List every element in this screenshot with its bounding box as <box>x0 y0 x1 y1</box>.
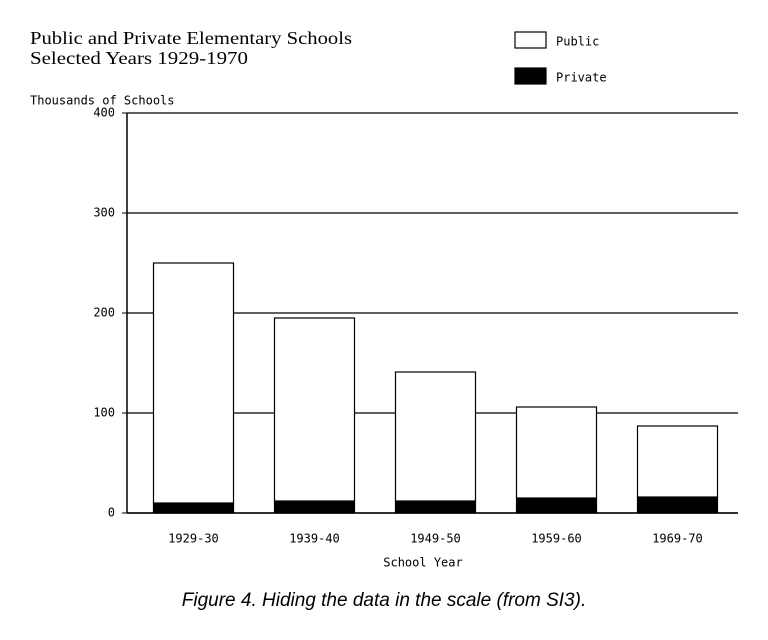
bar-segment <box>636 496 719 514</box>
bar-segment <box>515 497 598 514</box>
x-tick-label: 1949-50 <box>410 532 461 546</box>
x-tick-label: 1969-70 <box>652 532 703 546</box>
y-tick-label: 100 <box>93 406 115 420</box>
bar-segment <box>152 502 235 514</box>
caption: Figure 4. Hiding the data in the scale (… <box>182 590 586 611</box>
legend-swatch <box>514 31 547 49</box>
legend-label: Private <box>556 71 607 85</box>
chart-title: Public and Private Elementary Schools <box>30 28 352 48</box>
y-tick-label: 300 <box>93 206 115 220</box>
y-tick-label: 200 <box>93 306 115 320</box>
x-tick-label: 1959-60 <box>531 532 582 546</box>
x-axis-label: School Year <box>383 556 462 570</box>
y-axis-label: Thousands of Schools <box>30 94 175 108</box>
chart-subtitle: Selected Years 1929-1970 <box>30 48 248 68</box>
bar-segment <box>273 500 356 514</box>
bar-segment <box>394 371 477 502</box>
bar-segment <box>273 317 356 502</box>
legend-swatch <box>514 67 547 85</box>
y-tick-label: 0 <box>108 506 115 520</box>
bar-segment <box>636 425 719 498</box>
bar-segment <box>515 406 598 499</box>
x-tick-label: 1939-40 <box>289 532 340 546</box>
bar-segment <box>394 500 477 514</box>
bar-segment <box>152 262 235 504</box>
legend-label: Public <box>556 35 599 49</box>
y-tick-label: 400 <box>93 106 115 120</box>
x-tick-label: 1929-30 <box>168 532 219 546</box>
